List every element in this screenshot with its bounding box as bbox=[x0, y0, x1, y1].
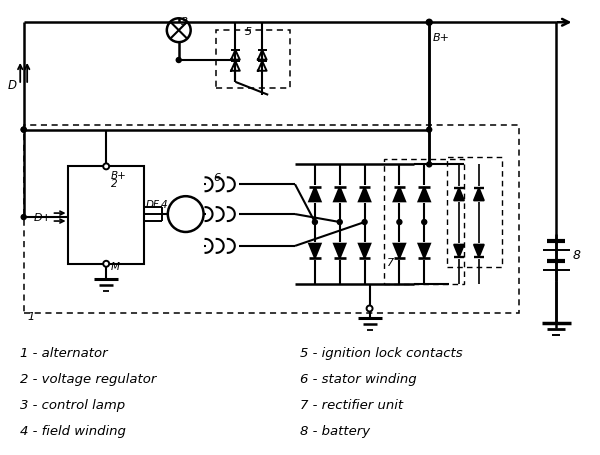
Circle shape bbox=[103, 261, 109, 267]
Polygon shape bbox=[454, 245, 464, 258]
Polygon shape bbox=[309, 187, 321, 202]
Text: 8 - battery: 8 - battery bbox=[300, 424, 370, 437]
Text: 6: 6 bbox=[214, 173, 221, 183]
Text: 3: 3 bbox=[181, 17, 188, 27]
Text: 3 - control lamp: 3 - control lamp bbox=[20, 398, 125, 411]
Circle shape bbox=[313, 220, 317, 225]
Polygon shape bbox=[474, 245, 484, 258]
Polygon shape bbox=[418, 187, 430, 202]
Polygon shape bbox=[474, 188, 484, 201]
Text: 6 - stator winding: 6 - stator winding bbox=[300, 372, 416, 385]
Text: B+: B+ bbox=[433, 33, 450, 43]
Polygon shape bbox=[334, 244, 346, 258]
Polygon shape bbox=[394, 187, 405, 202]
Circle shape bbox=[21, 215, 26, 220]
Text: 4: 4 bbox=[161, 200, 167, 210]
Text: 1 - alternator: 1 - alternator bbox=[20, 347, 107, 359]
Text: 5: 5 bbox=[245, 27, 252, 37]
Circle shape bbox=[427, 162, 431, 167]
Text: DF: DF bbox=[146, 200, 160, 210]
Text: D+: D+ bbox=[34, 212, 52, 222]
Polygon shape bbox=[309, 244, 321, 258]
Polygon shape bbox=[359, 187, 370, 202]
Circle shape bbox=[427, 128, 431, 133]
Text: 2: 2 bbox=[111, 179, 118, 189]
Polygon shape bbox=[394, 244, 405, 258]
Circle shape bbox=[337, 220, 342, 225]
Polygon shape bbox=[418, 244, 430, 258]
Bar bbox=[447, 158, 502, 267]
Circle shape bbox=[422, 220, 427, 225]
Text: B+: B+ bbox=[111, 171, 127, 181]
Polygon shape bbox=[334, 187, 346, 202]
Circle shape bbox=[397, 220, 402, 225]
Circle shape bbox=[21, 128, 26, 133]
Text: 5 - ignition lock contacts: 5 - ignition lock contacts bbox=[300, 347, 463, 359]
Circle shape bbox=[367, 306, 373, 312]
Circle shape bbox=[103, 164, 109, 170]
Circle shape bbox=[362, 220, 367, 225]
Text: M: M bbox=[111, 261, 120, 271]
Polygon shape bbox=[359, 244, 370, 258]
Circle shape bbox=[176, 58, 181, 63]
Bar bbox=[385, 160, 464, 284]
Text: 7: 7 bbox=[388, 257, 395, 267]
Text: 2 - voltage regulator: 2 - voltage regulator bbox=[20, 372, 156, 385]
Text: 1: 1 bbox=[28, 312, 35, 322]
Polygon shape bbox=[454, 188, 464, 201]
Circle shape bbox=[168, 197, 203, 233]
Bar bbox=[215, 31, 290, 89]
Text: 7 - rectifier unit: 7 - rectifier unit bbox=[300, 398, 403, 411]
Bar bbox=[23, 125, 518, 314]
Bar bbox=[68, 167, 144, 264]
Text: D: D bbox=[8, 79, 17, 92]
Text: 4 - field winding: 4 - field winding bbox=[20, 424, 125, 437]
Circle shape bbox=[426, 20, 432, 26]
Text: 8: 8 bbox=[572, 249, 580, 262]
Circle shape bbox=[21, 128, 26, 133]
